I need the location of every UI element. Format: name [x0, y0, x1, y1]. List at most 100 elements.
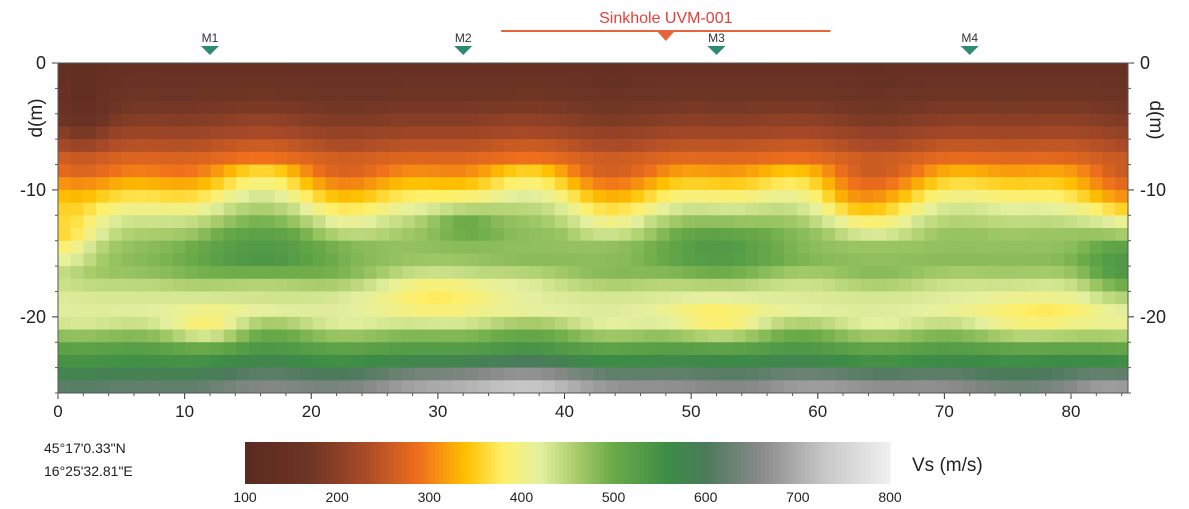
heat-cell: [873, 113, 887, 128]
heat-cell: [720, 304, 734, 318]
heat-cell: [96, 215, 110, 229]
heat-cell: [860, 228, 874, 242]
heat-cell: [147, 253, 161, 267]
colorbar-tick-label: 800: [878, 489, 902, 505]
heat-cell: [847, 139, 862, 153]
heat-cell: [656, 316, 671, 331]
heat-cell: [707, 253, 721, 267]
heat-cell: [312, 253, 327, 267]
heat-cell: [924, 63, 938, 77]
heat-cell: [1089, 354, 1104, 369]
heat-cell: [491, 380, 505, 393]
heat-cell: [936, 189, 951, 204]
heat-cell: [656, 177, 671, 191]
heat-cell: [376, 202, 390, 216]
heat-cell: [478, 88, 492, 102]
heat-cell: [593, 329, 607, 343]
heat-cell: [1013, 253, 1027, 267]
colorbar-segment: [474, 442, 480, 484]
heat-cell: [542, 367, 556, 381]
heat-cell: [503, 101, 518, 115]
heat-cell: [1013, 164, 1027, 178]
heat-cell: [605, 380, 620, 393]
heat-cell: [83, 342, 97, 356]
heat-cell: [835, 266, 849, 280]
heat-cell: [465, 177, 479, 191]
heat-cell: [631, 240, 645, 254]
heat-cell: [1051, 342, 1065, 356]
heat-cell: [593, 139, 607, 153]
heat-cell: [1115, 63, 1128, 77]
heat-cell: [1051, 316, 1065, 331]
heat-cell: [300, 126, 314, 140]
colorbar-segment: [543, 442, 548, 484]
heat-cell: [350, 88, 365, 102]
heat-cell: [338, 151, 352, 166]
heat-cell: [796, 101, 811, 115]
heat-cell: [784, 139, 798, 153]
heat-cell: [529, 126, 543, 140]
heat-cell: [70, 139, 85, 153]
heat-cell: [924, 291, 938, 305]
heat-cell: [70, 164, 85, 178]
heat-cell: [885, 240, 900, 254]
heat-cell: [618, 304, 632, 318]
heat-cell: [771, 164, 785, 178]
colorbar-segment: [825, 442, 831, 484]
heat-cell: [554, 266, 569, 280]
heat-cell: [529, 215, 543, 229]
heat-cell: [1102, 177, 1116, 191]
heat-cell: [631, 291, 645, 305]
heat-cell: [771, 126, 785, 140]
heat-cell: [758, 380, 772, 393]
heat-cell: [618, 164, 632, 178]
heat-cell: [249, 228, 263, 242]
heat-cell: [873, 278, 887, 293]
heat-cell: [745, 164, 760, 178]
heat-cell: [975, 101, 989, 115]
colorbar-segment: [261, 442, 266, 484]
heat-cell: [593, 367, 607, 381]
marker-m3-label: M3: [708, 31, 725, 45]
heat-cell: [656, 253, 671, 267]
heat-cell: [159, 164, 174, 178]
heat-cell: [809, 151, 823, 166]
heat-cell: [593, 63, 607, 77]
heat-cell: [542, 240, 556, 254]
heat-cell: [669, 354, 683, 369]
heat-cell: [656, 75, 671, 89]
heat-cell: [172, 164, 186, 178]
heat-cell: [401, 278, 416, 293]
colorbar-segment: [765, 442, 770, 484]
heat-cell: [924, 316, 938, 331]
heat-cell: [784, 316, 798, 331]
heat-cell: [134, 101, 148, 115]
heat-cell: [478, 253, 492, 267]
heat-cell: [389, 316, 403, 331]
heat-cell: [350, 189, 365, 204]
heat-cell: [1000, 139, 1014, 153]
heat-cell: [720, 266, 734, 280]
heat-cell: [885, 253, 900, 267]
heat-cell: [287, 151, 301, 166]
heat-cell: [1038, 291, 1053, 305]
colorbar-segment: [873, 442, 879, 484]
heat-cell: [223, 202, 237, 216]
heat-cell: [261, 151, 276, 166]
colorbar-segment: [410, 442, 415, 484]
heat-cell: [83, 202, 97, 216]
heat-cell: [389, 113, 403, 128]
heat-cell: [58, 304, 72, 318]
heat-cell: [873, 304, 887, 318]
colorbar-segment: [482, 442, 488, 484]
heat-cell: [847, 63, 862, 77]
heat-cell: [478, 329, 492, 343]
heat-cell: [350, 266, 365, 280]
heat-cell: [898, 380, 913, 393]
heat-cell: [924, 304, 938, 318]
heat-cell: [975, 342, 989, 356]
heat-cell: [835, 126, 849, 140]
heat-cell: [516, 75, 530, 89]
heat-cell: [936, 164, 951, 178]
heat-cell: [389, 228, 403, 242]
